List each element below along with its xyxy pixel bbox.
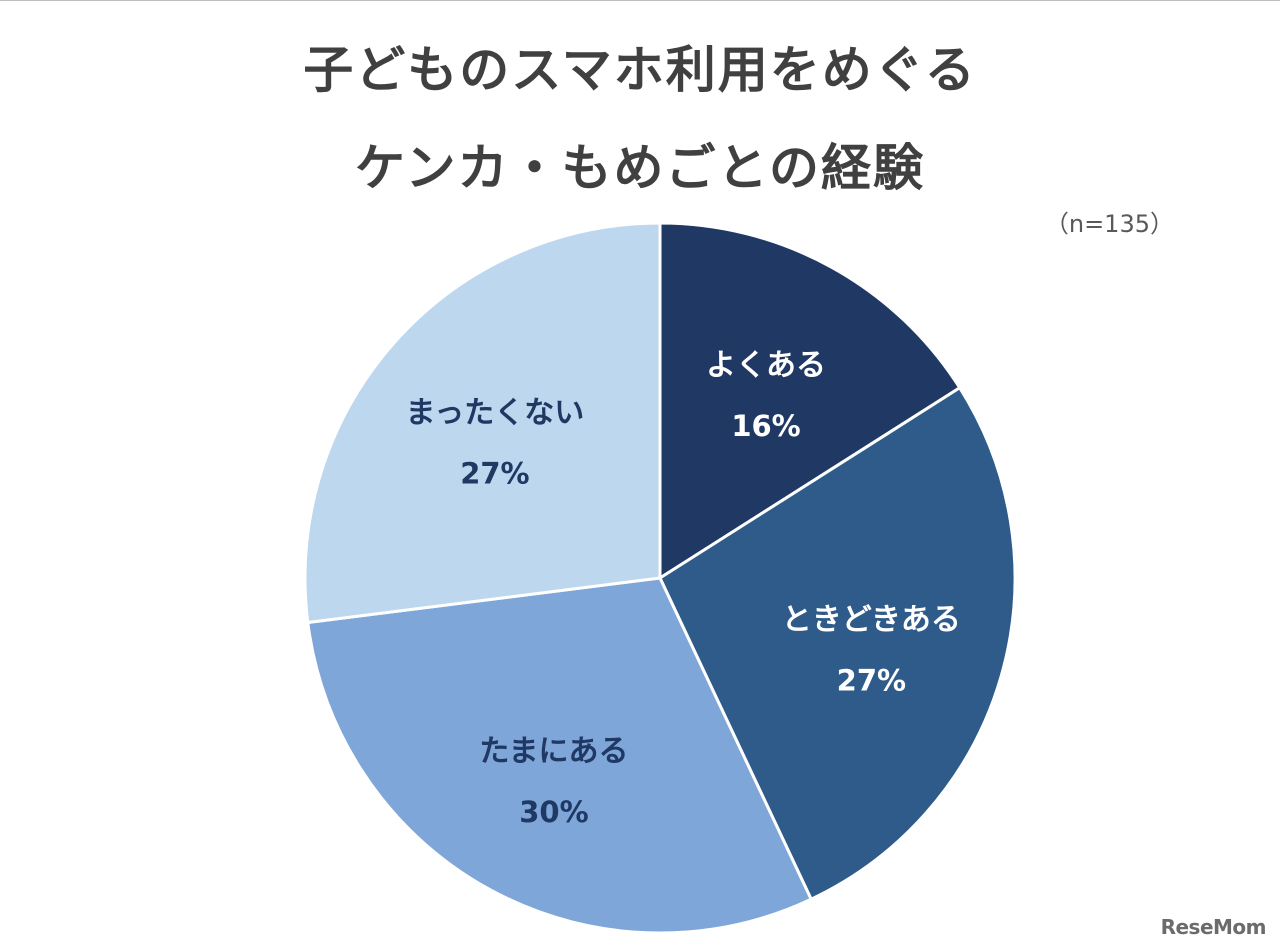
slice-value-label-3: 27%: [460, 456, 529, 490]
slice-value-label-0: 16%: [731, 409, 800, 443]
pie-slice-3: [303, 221, 662, 624]
pie-slice-2: [306, 576, 813, 935]
pie-slice-0: [658, 221, 962, 580]
sample-size-note: （n=135）: [1044, 210, 1174, 238]
slice-label-1: ときどきある: [782, 602, 961, 637]
slice-label-0: よくある: [706, 348, 826, 383]
pie-slice-1: [658, 386, 1017, 901]
slice-value-label-2: 30%: [519, 795, 588, 829]
slice-label-3: まったくない: [405, 395, 584, 430]
chart-title-line-1: 子どものスマホ利用をめぐる: [303, 41, 977, 99]
top-rule: [0, 0, 1280, 1]
chart-title-line-2: ケンカ・もめごとの経験: [355, 139, 925, 197]
resemom-logo: ReseMom: [1160, 915, 1267, 939]
slice-value-label-1: 27%: [837, 663, 906, 697]
slice-label-2: たまにある: [479, 734, 628, 769]
